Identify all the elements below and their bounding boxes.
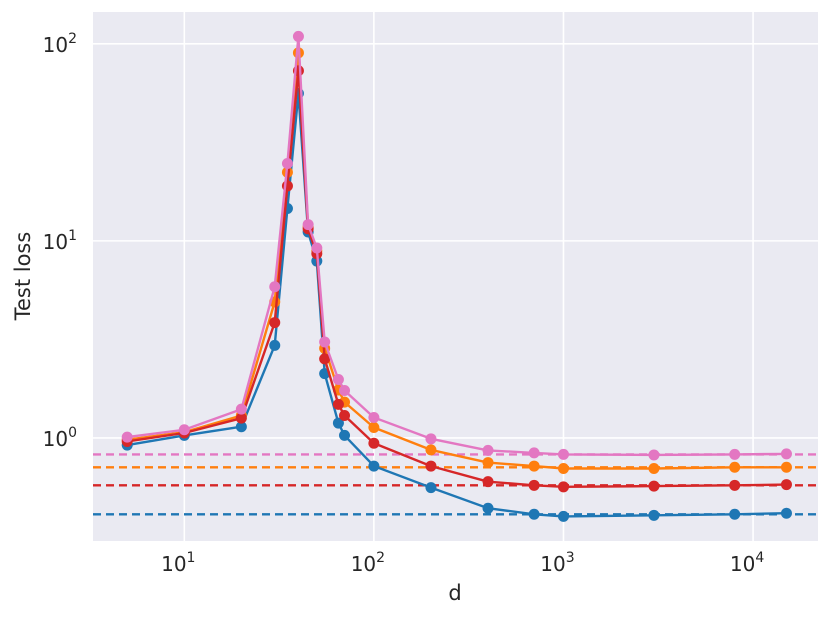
data-point: [425, 444, 437, 456]
x-tick-exponent: 1: [187, 550, 196, 566]
x-tick-exponent: 2: [376, 550, 385, 566]
data-point: [368, 421, 380, 433]
data-point: [648, 449, 660, 461]
data-point: [557, 462, 569, 474]
data-point: [482, 457, 494, 469]
y-tick-exponent: 1: [68, 228, 77, 244]
data-point: [482, 502, 494, 514]
data-point: [729, 479, 741, 491]
data-point: [729, 508, 741, 520]
data-point: [339, 429, 351, 441]
data-point: [528, 479, 540, 491]
data-point: [332, 417, 344, 429]
data-point: [339, 385, 351, 397]
data-point: [482, 444, 494, 456]
data-point: [332, 373, 344, 385]
x-tick-label: 102: [351, 550, 385, 576]
x-tick-label: 104: [730, 550, 764, 576]
data-point: [121, 431, 133, 443]
data-point: [332, 398, 344, 410]
x-tick-exponent: 3: [566, 550, 575, 566]
data-point: [302, 219, 314, 231]
x-tick-labels: 101 102 103 104: [161, 550, 764, 576]
data-point: [319, 353, 331, 365]
y-tick-base: 10: [43, 427, 68, 451]
data-point: [368, 460, 380, 472]
data-point: [780, 507, 792, 519]
x-axis-label: d: [448, 581, 461, 605]
data-point: [528, 508, 540, 520]
y-tick-label: 101: [43, 228, 77, 254]
y-tick-base: 10: [43, 33, 68, 57]
data-point: [425, 482, 437, 494]
data-point: [269, 317, 281, 329]
data-point: [557, 481, 569, 493]
y-tick-label: 102: [43, 31, 77, 57]
data-point: [780, 448, 792, 460]
data-point: [648, 462, 660, 474]
data-point: [729, 448, 741, 460]
x-tick-label: 101: [161, 550, 195, 576]
data-point: [339, 409, 351, 421]
data-point: [235, 403, 247, 415]
data-point: [557, 448, 569, 460]
data-point: [368, 437, 380, 449]
y-tick-base: 10: [43, 230, 68, 254]
data-point: [780, 461, 792, 473]
data-point: [368, 411, 380, 423]
y-tick-exponent: 0: [68, 425, 77, 441]
data-point: [528, 460, 540, 472]
data-point: [178, 424, 190, 436]
data-point: [292, 30, 304, 42]
data-point: [235, 421, 247, 433]
data-point: [648, 480, 660, 492]
data-point: [425, 433, 437, 445]
series-lines: [121, 30, 792, 522]
data-point: [311, 242, 323, 254]
data-point: [319, 336, 331, 348]
data-point: [235, 412, 247, 424]
plot-area: [93, 12, 818, 541]
data-point: [482, 476, 494, 488]
data-point: [528, 447, 540, 459]
grid-lines: [93, 12, 818, 541]
data-point: [269, 339, 281, 351]
data-point: [425, 460, 437, 472]
x-tick-label: 103: [540, 550, 574, 576]
data-point: [557, 510, 569, 522]
data-point: [281, 157, 293, 169]
data-point: [269, 281, 281, 293]
y-tick-exponent: 2: [68, 31, 77, 47]
data-point: [780, 479, 792, 491]
series-4: [121, 30, 792, 461]
y-axis-label: Test loss: [11, 232, 35, 322]
data-point: [648, 509, 660, 521]
x-tick-exponent: 4: [755, 550, 764, 566]
data-point: [729, 461, 741, 473]
y-tick-label: 100: [43, 425, 77, 451]
